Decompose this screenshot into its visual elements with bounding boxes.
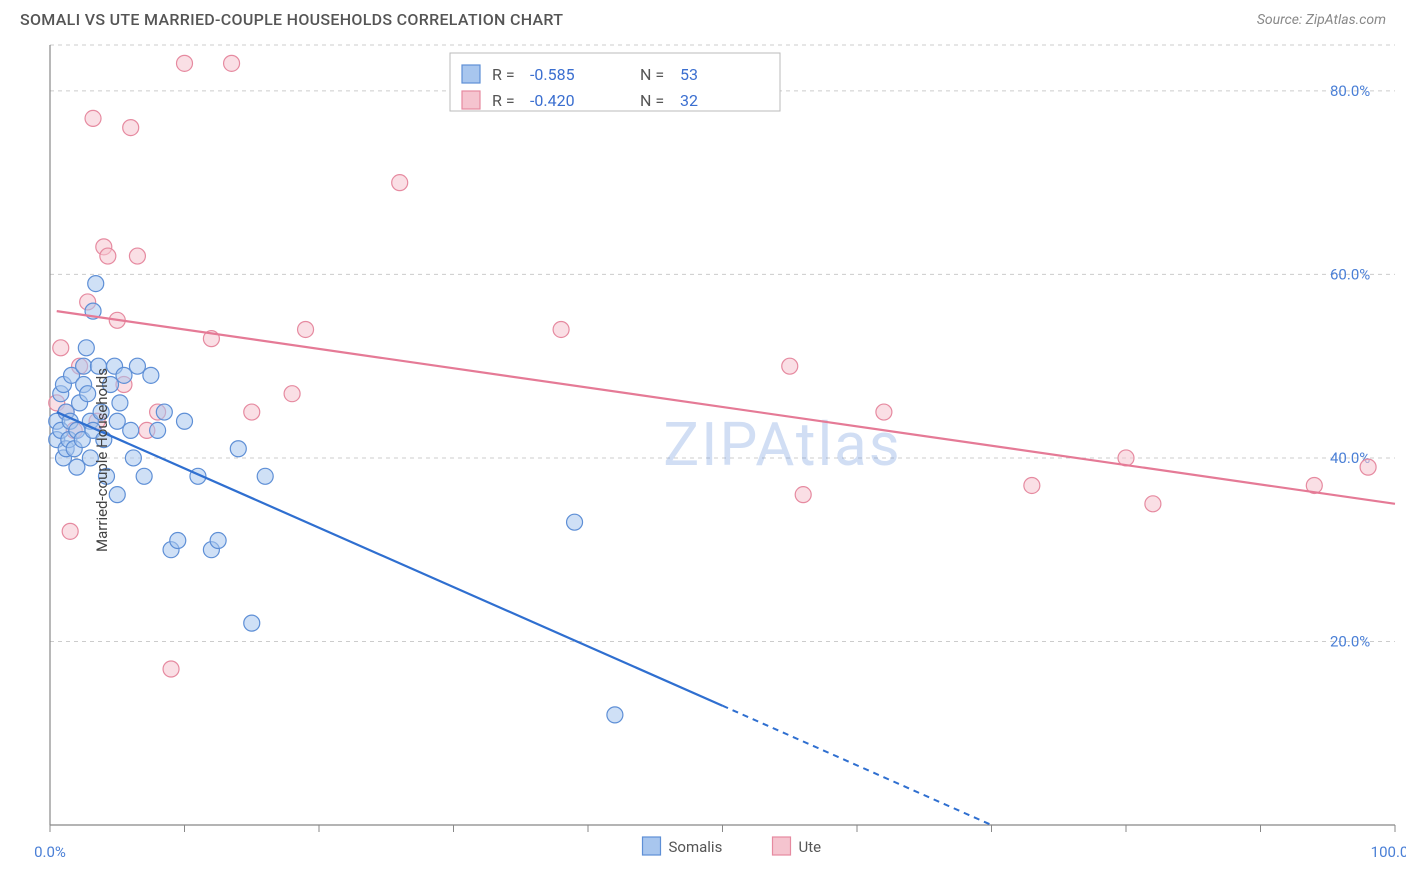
scatter-point	[116, 367, 132, 383]
scatter-point	[177, 413, 193, 429]
scatter-point	[125, 450, 141, 466]
scatter-point	[170, 533, 186, 549]
scatter-point	[1024, 477, 1040, 493]
scatter-point	[244, 615, 260, 631]
scatter-point	[129, 248, 145, 264]
scatter-point	[1145, 496, 1161, 512]
scatter-point	[76, 358, 92, 374]
svg-text:0.0%: 0.0%	[34, 843, 66, 861]
svg-text:60.0%: 60.0%	[1330, 265, 1370, 283]
scatter-point	[78, 340, 94, 356]
legend-r-label: R =	[492, 91, 515, 110]
series-legend-label: Somalis	[669, 838, 723, 856]
scatter-point	[210, 533, 226, 549]
scatter-point	[876, 404, 892, 420]
svg-text:20.0%: 20.0%	[1330, 632, 1370, 650]
scatter-point	[257, 468, 273, 484]
scatter-point	[136, 468, 152, 484]
scatter-point	[123, 120, 139, 136]
scatter-point	[129, 358, 145, 374]
scatter-point	[85, 110, 101, 126]
chart-header: SOMALI VS UTE MARRIED-COUPLE HOUSEHOLDS …	[0, 0, 1406, 35]
scatter-point	[795, 487, 811, 503]
scatter-point	[112, 395, 128, 411]
scatter-point	[88, 276, 104, 292]
legend-swatch	[462, 91, 480, 109]
legend-n-label: N =	[640, 65, 664, 84]
legend-r-label: R =	[492, 65, 515, 84]
scatter-point	[230, 441, 246, 457]
legend-r-value: -0.585	[530, 65, 575, 84]
scatter-point	[123, 422, 139, 438]
scatter-point	[53, 340, 69, 356]
scatter-point	[553, 321, 569, 337]
scatter-point	[607, 707, 623, 723]
scatter-point	[244, 404, 260, 420]
chart-area: Married-couple Households 0.0%100.0%20.0…	[0, 35, 1406, 885]
regression-line	[57, 412, 723, 706]
legend-n-label: N =	[640, 91, 664, 110]
legend-n-value: 53	[680, 65, 698, 84]
series-legend-swatch	[643, 837, 661, 855]
chart-title: SOMALI VS UTE MARRIED-COUPLE HOUSEHOLDS …	[20, 10, 563, 29]
legend-r-value: -0.420	[530, 91, 575, 110]
scatter-point	[150, 422, 166, 438]
scatter-point	[143, 367, 159, 383]
scatter-point	[109, 487, 125, 503]
scatter-point	[1360, 459, 1376, 475]
scatter-point	[224, 55, 240, 71]
scatter-point	[298, 321, 314, 337]
scatter-point	[69, 459, 85, 475]
legend-swatch	[462, 65, 480, 83]
chart-source: Source: ZipAtlas.com	[1257, 12, 1386, 28]
scatter-point	[62, 523, 78, 539]
series-legend-label: Ute	[799, 838, 822, 856]
scatter-chart: 0.0%100.0%20.0%40.0%60.0%80.0%ZIPAtlasR …	[0, 35, 1406, 885]
svg-text:100.0%: 100.0%	[1371, 843, 1406, 861]
svg-text:80.0%: 80.0%	[1330, 82, 1370, 100]
svg-text:ZIPAtlas: ZIPAtlas	[663, 409, 902, 480]
scatter-point	[100, 248, 116, 264]
regression-line-extrapolated	[723, 706, 992, 825]
scatter-point	[567, 514, 583, 530]
scatter-point	[392, 175, 408, 191]
legend-n-value: 32	[680, 91, 698, 110]
series-legend-swatch	[773, 837, 791, 855]
scatter-point	[109, 413, 125, 429]
scatter-point	[156, 404, 172, 420]
scatter-point	[284, 386, 300, 402]
scatter-point	[163, 661, 179, 677]
scatter-point	[782, 358, 798, 374]
y-axis-label: Married-couple Households	[93, 368, 111, 552]
scatter-point	[177, 55, 193, 71]
